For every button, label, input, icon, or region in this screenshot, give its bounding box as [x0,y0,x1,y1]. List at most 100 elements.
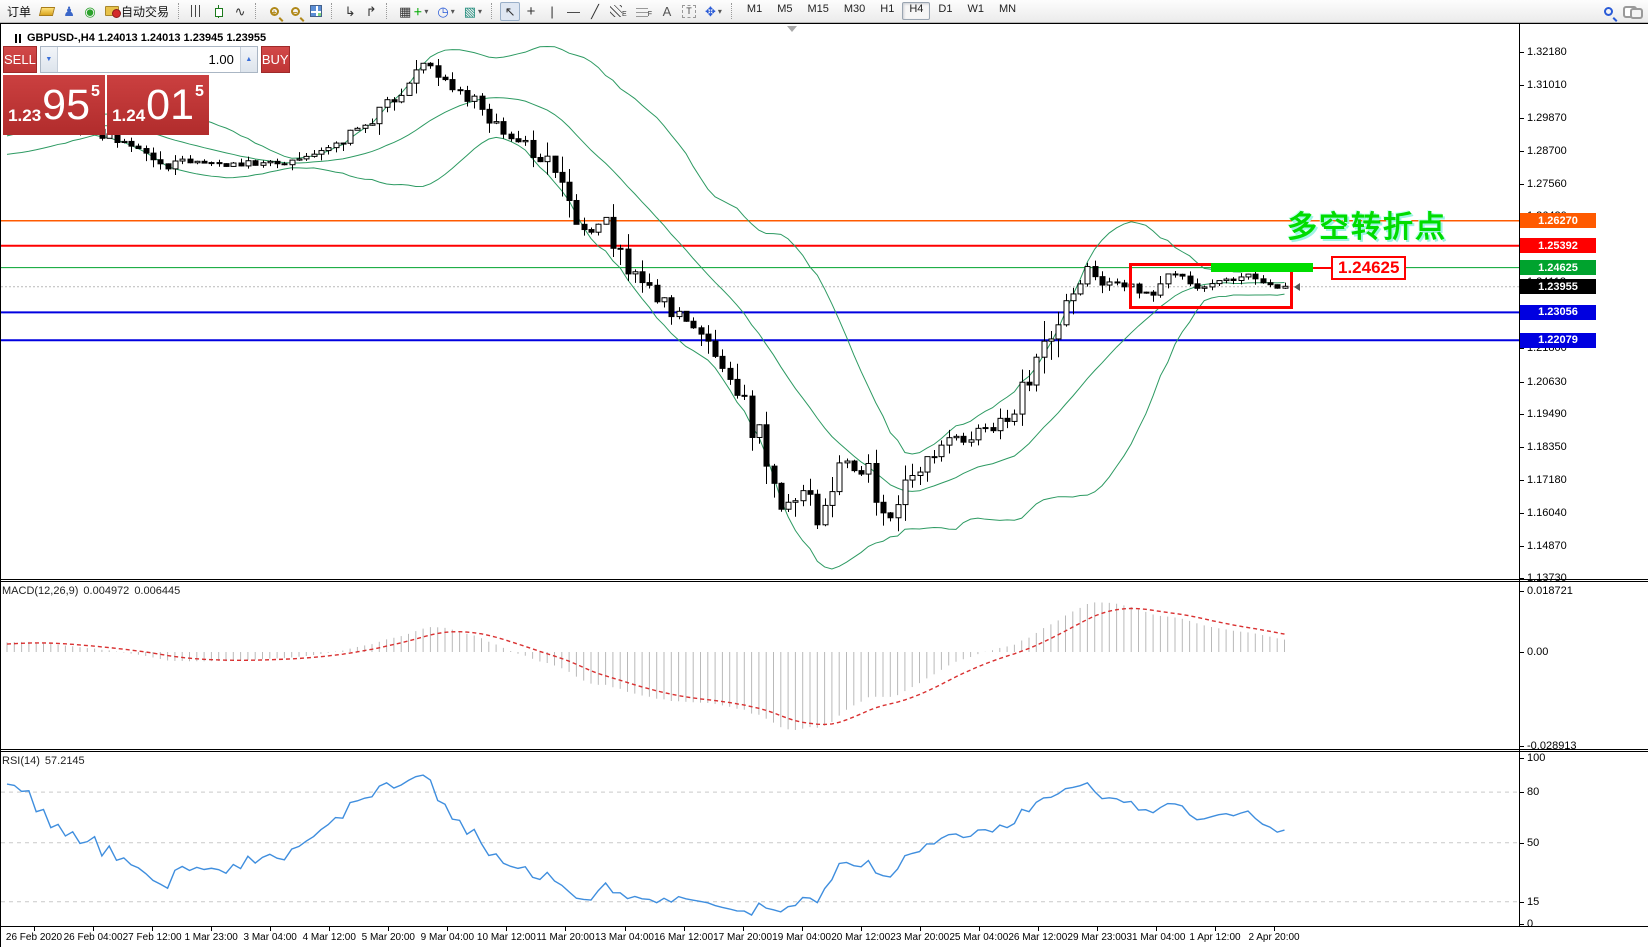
price-tick-mark [1519,85,1524,87]
price-tick-mark [1519,52,1524,54]
community-button[interactable]: ♟ [59,2,79,21]
chevron-down-icon: ▾ [424,6,429,16]
chart-shift-marker[interactable] [787,26,797,32]
macd-name: MACD(12,26,9) [2,585,79,597]
price-tick-mark [1519,118,1524,119]
sell-price-big: 95 [42,81,91,129]
timeframe-m30-button[interactable]: M30 [843,3,866,15]
toolbar-separator [491,3,495,19]
timeframe-mn-button[interactable]: MN [998,3,1017,15]
volume-stepper: ▼ ▲ [39,46,258,73]
chevron-down-icon: ▾ [717,6,722,16]
tile-windows-button[interactable] [306,2,326,21]
vline-tool-button[interactable]: | [542,2,562,21]
date-label: 31 Mar 04:00 [1126,932,1186,943]
templates-button[interactable]: ▧ ▾ [460,2,486,21]
chevron-down-icon: ▾ [450,6,455,16]
fibonacci-icon [635,5,648,17]
date-label: 13 Mar 04:00 [595,932,654,943]
buy-price-small: 1.24 [112,106,146,125]
buy-price-box[interactable]: 1.24 01 5 [107,75,209,135]
label-tool-button[interactable]: T [678,2,700,21]
fibo-f-label: F [647,11,652,18]
text-tool-button[interactable]: A [657,2,677,21]
cursor-tool-button[interactable]: ↖ [500,1,521,21]
price-callout[interactable]: 1.24625 [1331,255,1407,280]
volume-down-button[interactable]: ▼ [40,47,58,72]
chat-button[interactable] [1619,2,1645,21]
chevron-down-icon: ▾ [478,6,483,16]
bar-chart-mode-button[interactable] [187,2,207,21]
channel-tool-button[interactable]: E [606,2,631,21]
fibonacci-tool-button[interactable]: F [632,2,656,21]
volume-up-button[interactable]: ▲ [239,47,257,72]
price-tick-mark [1519,512,1524,514]
line-chart-mode-button[interactable]: ∿ [230,2,250,21]
sell-button[interactable]: SELL [3,46,37,73]
date-tick-mark [1155,926,1157,931]
zoom-in-button[interactable]: + [264,2,284,21]
price-tick-mark [1519,480,1524,482]
timeframe-m15-button[interactable]: M15 [807,3,829,15]
rsi-tick-label: 0 [1527,918,1534,930]
cursor-icon: ↖ [504,3,516,19]
date-tick-mark [447,926,449,931]
equidistant-channel-icon [610,5,623,17]
price-level-tag: 1.24625 [1520,260,1596,276]
turning-point-annotation[interactable]: 多空转折点 [1287,211,1447,244]
macd-tick-label: -0.028913 [1527,739,1577,752]
buy-button[interactable]: BUY [260,46,290,73]
sell-price-box[interactable]: 1.23 95 5 [3,75,105,135]
buy-price-big: 01 [146,81,195,129]
price-tick-mark [1519,545,1524,547]
candle-chart-mode-button[interactable] [208,2,229,21]
timeframe-h1-button[interactable]: H1 [880,3,895,15]
search-button[interactable] [1598,2,1618,21]
trendline-tool-button[interactable]: ╱ [585,2,605,21]
toolbar-separator [255,3,259,19]
chart-shift-button[interactable]: ↱ [361,2,381,21]
price-tick-label: 1.18350 [1527,440,1567,453]
resistance-level-bar[interactable] [1211,263,1313,273]
zoom-in-icon: + [269,6,279,16]
zoom-out-button[interactable]: − [285,2,305,21]
text-icon: A [662,3,672,19]
rsi-indicator-panel[interactable] [1,752,1519,926]
timeframe-m1-button[interactable]: M1 [746,3,763,15]
date-tick-mark [801,926,803,931]
date-tick-mark [152,926,154,931]
timeframe-m5-button[interactable]: M5 [777,3,793,15]
timeframe-w1-button[interactable]: W1 [967,3,984,15]
price-tick-mark [1519,381,1524,383]
new-chart-button[interactable]: ▦ ＋ ▾ [395,2,432,21]
auto-scroll-button[interactable]: ↳ [340,2,360,21]
timeframe-bar: M1 M5 M15 M30 H1 H4 D1 W1 MN [740,2,1023,20]
timeframe-d1-button[interactable]: D1 [938,3,953,15]
timeframe-h4-button[interactable]: H4 [902,2,931,20]
time-axis[interactable] [1,926,1648,947]
horizontal-line-icon: — [567,3,581,19]
panel-separator[interactable] [1,579,1648,582]
macd-tick-label: 0.00 [1527,646,1549,658]
price-tick-label: 1.13730 [1527,572,1567,585]
price-level-tag: 1.26270 [1520,213,1596,229]
new-order-button[interactable]: 订单 [3,2,35,21]
hline-tool-button[interactable]: — [563,2,584,21]
chart-area[interactable]: GBPUSD-,H4 1.24013 1.24013 1.23945 1.239… [0,23,1648,947]
rsi-tick-mark [1519,924,1524,925]
new-chart-icon: ▦ [399,3,412,19]
gold-icon[interactable] [36,2,58,21]
periods-button[interactable]: ◷ ▾ [433,2,458,21]
macd-indicator-panel[interactable] [1,582,1519,749]
main-price-chart[interactable] [1,24,1519,579]
signals-button[interactable]: ◉ [80,2,100,21]
panel-separator[interactable] [1,749,1648,752]
macd-tick-label: 0.018721 [1527,585,1573,598]
arrows-tool-button[interactable]: ✥ ▾ [701,2,726,21]
volume-input[interactable] [57,47,240,72]
clock-icon: ◷ [437,3,449,19]
crosshair-tool-button[interactable]: + [521,2,541,21]
date-tick-mark [1037,926,1039,931]
auto-trading-button[interactable]: 自动交易 [101,2,173,21]
